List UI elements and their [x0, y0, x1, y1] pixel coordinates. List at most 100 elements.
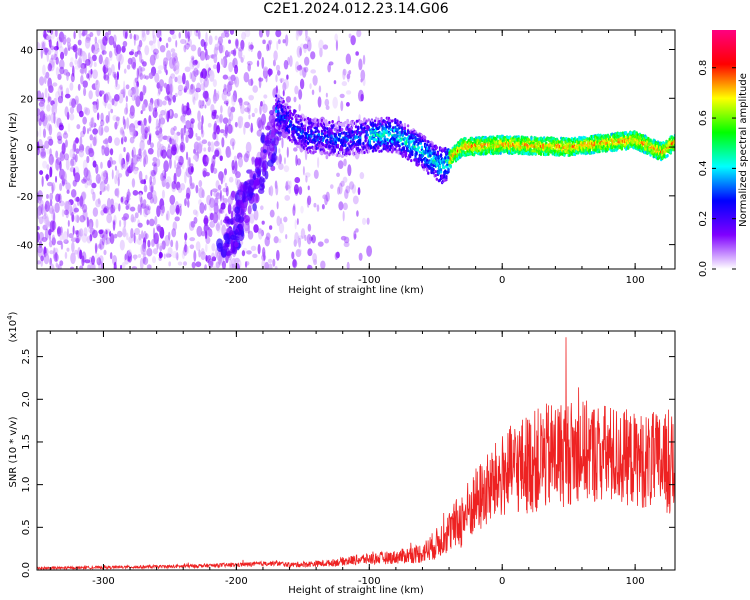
spectrogram-cell	[261, 113, 267, 126]
spectrogram-cell	[212, 211, 219, 224]
spectrogram-cell	[219, 113, 224, 124]
spectrogram-cell	[165, 111, 169, 121]
spectrogram-cell	[79, 195, 84, 207]
spectrogram-cell	[221, 137, 225, 148]
spectrogram-cell	[345, 131, 348, 136]
spectrogram-cell	[56, 226, 62, 237]
figure-title: C2E1.2024.012.23.14.G06	[263, 1, 449, 17]
spectrogram-cell	[530, 136, 533, 140]
spectrogram-cell	[81, 64, 85, 72]
spectrogram-cell	[173, 159, 177, 169]
spectrogram-cell	[132, 61, 137, 70]
spectrogram-cell	[129, 136, 135, 144]
spectrogram-cell	[311, 234, 316, 244]
spectrogram-cell	[469, 140, 473, 144]
spectrogram-cell	[228, 61, 234, 73]
spectrogram-cell	[99, 190, 102, 196]
spectrogram-cell	[73, 167, 76, 177]
spectrogram-cell	[250, 122, 253, 134]
spectrogram-cell	[288, 138, 292, 142]
spectrogram-cell	[148, 114, 152, 124]
spectrogram-cell	[276, 249, 280, 261]
spectrogram-cell	[390, 143, 394, 147]
spectrogram-cell	[171, 52, 178, 58]
spectrogram-cell	[314, 149, 317, 154]
spectrogram-cell	[298, 237, 302, 248]
spectrogram-cell	[342, 210, 345, 222]
spectrogram-cell	[199, 100, 204, 106]
spectrogram-cell	[200, 129, 205, 138]
spectrogram-cell	[212, 64, 218, 70]
spectrogram-cell	[320, 118, 324, 123]
spectrogram-cell	[267, 159, 274, 167]
spectrogram-cell	[55, 262, 59, 268]
spectrogram-cell	[338, 153, 342, 158]
spectrogram-cell	[203, 76, 209, 88]
spectrogram-cell	[348, 69, 352, 75]
spectrogram-cell	[195, 261, 202, 268]
spectrogram-cell	[281, 129, 284, 133]
spectrogram-cell	[324, 98, 330, 107]
spectrogram-cell	[321, 125, 325, 129]
spectrogram-cell	[142, 250, 148, 256]
spectrogram-cell	[124, 107, 129, 115]
spectrogram-cell	[48, 124, 53, 136]
spectrogram-cell	[259, 176, 265, 188]
spectrogram-cell	[144, 45, 150, 56]
spectrogram-cell	[53, 46, 59, 51]
spectrogram-cell	[103, 249, 107, 256]
spectrogram-cell	[70, 188, 77, 198]
spectrogram-cell	[79, 214, 86, 223]
spectrogram-cell	[190, 55, 195, 61]
spectrogram-cell	[174, 60, 180, 71]
spectrogram-cell	[48, 240, 53, 248]
spectrogram-cell	[147, 139, 151, 146]
spectrogram-cell	[309, 146, 312, 150]
spectrogram-cell	[279, 217, 283, 225]
spectrogram-cell	[119, 127, 125, 136]
spectrogram-cell	[365, 119, 368, 123]
spectrogram-cell	[169, 30, 175, 35]
spectrogram-cell	[187, 156, 190, 169]
spectrogram-cell	[267, 40, 272, 51]
spectrogram-cell	[112, 114, 118, 122]
spectrogram-cell	[90, 188, 94, 195]
spectrogram-cell	[294, 109, 297, 113]
spectrogram-cell	[98, 261, 104, 269]
spectrogram-cell	[115, 44, 122, 55]
spectrogram-cell	[210, 252, 216, 261]
spectrogram-cell	[210, 189, 213, 197]
spectrogram-cell	[129, 105, 135, 117]
spectrogram-cell	[291, 139, 294, 144]
spectrogram-cell	[360, 93, 364, 102]
spectrogram-cell	[136, 153, 143, 160]
spectrogram-cell	[41, 236, 48, 243]
spectrogram-cell	[338, 132, 342, 136]
spectrogram-cell	[257, 244, 261, 255]
spectrogram-cell	[222, 242, 229, 251]
spectrogram-cell	[158, 251, 162, 259]
spectrogram-cell	[146, 247, 153, 257]
spectrogram-cell	[232, 90, 238, 103]
spectrogram-cell	[118, 153, 123, 165]
spectrogram-cell	[146, 219, 150, 226]
spectrogram-cell	[274, 265, 278, 269]
spectrogram-cell	[337, 122, 341, 126]
spectrogram-cell	[82, 52, 88, 63]
spectrogram-cell	[350, 134, 353, 138]
spectrogram-cell	[200, 248, 205, 255]
spectrogram-cell	[306, 39, 312, 52]
spectrogram-cell	[122, 115, 125, 126]
spectrogram-cell	[192, 209, 198, 216]
spectrogram-cell	[39, 100, 46, 111]
spectrogram-cell	[56, 161, 60, 172]
spectrogram-cell	[279, 154, 282, 164]
spectrogram-cell	[280, 119, 283, 123]
spectrogram-cell	[215, 180, 220, 189]
spectrogram-cell	[95, 88, 100, 98]
spectrogram-cell	[161, 177, 166, 188]
spectrogram-cell	[276, 70, 281, 76]
spectrogram-cell	[198, 249, 201, 258]
spectrogram-cell	[84, 182, 89, 189]
spectrogram-cell	[243, 153, 249, 163]
